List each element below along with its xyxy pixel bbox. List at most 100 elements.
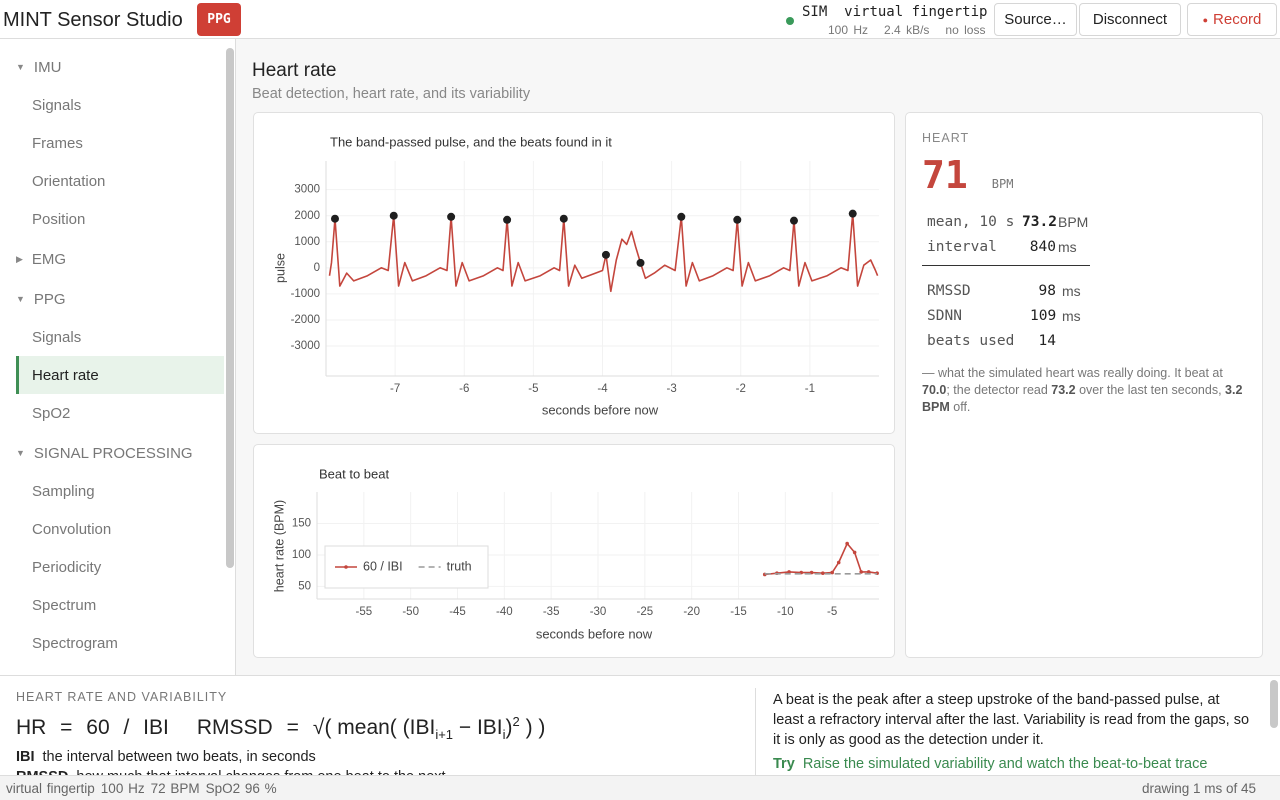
nav-group[interactable]: ▶ EMG — [0, 240, 235, 278]
stat-label: RMSSD — [927, 282, 971, 299]
caret: ▶ — [16, 253, 23, 264]
app-title: MINT Sensor Studio — [3, 9, 183, 31]
chart-title: The band-passed pulse, and the beats fou… — [330, 134, 612, 149]
stat-value: 73.2 — [1022, 213, 1057, 230]
nav-item[interactable]: Convolution — [32, 520, 112, 538]
point — [601, 250, 610, 259]
note-part: 70.0 — [922, 383, 947, 397]
page-subtitle: Beat detection, heart rate, and its vari… — [252, 86, 531, 102]
status-item: virtual fingertip — [6, 781, 95, 796]
x-tick-label: -5 — [528, 383, 538, 395]
nav-item[interactable]: Spectrum — [32, 596, 97, 614]
formula-part: RMSSD — [196, 716, 273, 739]
x-tick-label: -25 — [637, 606, 654, 618]
nav-group[interactable]: ▼ IMU — [0, 48, 235, 86]
pulse-card: The band-passed pulse, and the beats fou… — [253, 112, 895, 434]
explainer-paragraph: A beat is the peak after a steep upstrok… — [773, 692, 1250, 748]
nav-item[interactable]: Frames — [32, 134, 83, 152]
nav-item[interactable]: Spectrogram — [32, 634, 118, 652]
nav-item[interactable]: Signals — [32, 96, 82, 114]
point — [848, 209, 857, 218]
y-tick-label: 2000 — [294, 210, 320, 222]
point — [789, 216, 798, 225]
nav-item[interactable]: Position — [32, 210, 86, 228]
x-tick-label: -20 — [683, 606, 700, 618]
nav-item[interactable]: SpO2 — [32, 404, 71, 422]
record-dot: ● — [1202, 14, 1209, 25]
nav-item[interactable]: Heart rate — [16, 356, 224, 394]
point — [503, 215, 512, 224]
stat-unit: ms — [1058, 238, 1077, 255]
nav-item[interactable]: Sampling — [32, 482, 95, 500]
page-title: Heart rate — [252, 60, 337, 81]
x-axis-label: seconds before now — [542, 402, 659, 417]
rmssd-formula: RMSSD = √( mean( (IBIi+1 − IBIi)2 ) ) — [196, 714, 546, 742]
y-tick-label: 100 — [292, 549, 311, 561]
point — [852, 550, 857, 555]
stat-label: interval — [927, 238, 997, 255]
legend-label: truth — [447, 559, 472, 573]
caret: ▼ — [16, 294, 25, 304]
terms: IBI the interval between two beats, in se… — [16, 747, 446, 775]
x-tick-label: -55 — [356, 606, 373, 618]
note-part: off. — [949, 400, 971, 414]
x-tick-label: -45 — [449, 606, 466, 618]
status-right: drawing 1 ms of 45 — [1141, 781, 1256, 796]
stats-heading: HEART — [922, 131, 970, 145]
x-tick-label: -7 — [390, 383, 400, 395]
stat-unit: ms — [1062, 282, 1081, 299]
record-button[interactable]: ● Record — [1187, 3, 1277, 36]
note-part: — what the simulated heart was really do… — [922, 366, 1223, 380]
status-left: virtual fingertip 100 Hz 72 BPM SpO2 96 % — [6, 781, 283, 796]
disconnect-button[interactable]: Disconnect — [1079, 3, 1181, 36]
stat-value: 109 — [1030, 307, 1057, 324]
scrollbar — [226, 48, 234, 568]
formula: HR = 60 / IBI RMSSD = √( mean( (IBIi+1 − IB… — [16, 714, 545, 742]
stat-unit: BPM — [1058, 213, 1089, 230]
nav-group-label: EMG — [31, 250, 67, 268]
nav-group-label: IMU — [33, 58, 62, 76]
connection-dot — [786, 17, 794, 25]
point — [330, 214, 339, 223]
term-text: how much that interval changes from one … — [76, 769, 445, 775]
term: RMSSD — [16, 769, 68, 775]
nav-item[interactable]: Signals — [32, 328, 82, 346]
stat-row: interval 840 ms — [927, 234, 1090, 259]
explainer: HEART RATE AND VARIABILITY HR = 60 / IBI… — [0, 675, 1280, 775]
formula-part: = — [286, 716, 299, 739]
throughput: 2.4 kB/s — [884, 23, 930, 37]
caret: ▼ — [16, 448, 25, 458]
formula-part: − IBI — [453, 716, 503, 739]
nav-group[interactable]: ▼ PPG — [0, 280, 235, 318]
bpm: 71 — [922, 153, 968, 197]
x-tick-label: -30 — [590, 606, 607, 618]
source-kind: SIM — [802, 4, 828, 20]
sidebar: ▼ IMU Signals Frames Orientation Position ▶ EMG… — [0, 39, 236, 675]
explainer-heading: HEART RATE AND VARIABILITY — [16, 690, 228, 704]
stat-label: SDNN — [927, 307, 962, 324]
x-tick-label: -6 — [459, 383, 469, 395]
note-part: over the last ten seconds, — [1075, 383, 1226, 397]
y-tick-label: 150 — [292, 518, 311, 530]
badge-text: PPG — [207, 12, 231, 27]
pulse-chart: The band-passed pulse, and the beats fou… — [273, 134, 879, 417]
series-line — [764, 542, 878, 576]
source-name: virtual fingertip — [844, 4, 988, 20]
formula-part: ) ) — [519, 716, 546, 739]
point — [845, 541, 849, 546]
chart-title: Beat to beat — [319, 466, 389, 481]
scrollbar — [1270, 680, 1278, 728]
point — [636, 258, 645, 267]
nav-group[interactable]: ▼ SIGNAL PROCESSING — [0, 434, 235, 472]
stat-row: SDNN 109 ms — [927, 303, 1246, 328]
x-tick-label: -2 — [736, 383, 746, 395]
try-text: Raise the simulated variability and watc… — [802, 756, 1208, 772]
source-button[interactable]: Source… — [994, 3, 1077, 36]
nav-item[interactable]: Orientation — [32, 172, 106, 190]
point — [389, 211, 398, 220]
y-tick-label: 50 — [298, 580, 311, 592]
nav-item[interactable]: Periodicity — [32, 558, 102, 576]
legend-swatch-dot — [344, 565, 348, 569]
point — [821, 571, 825, 575]
